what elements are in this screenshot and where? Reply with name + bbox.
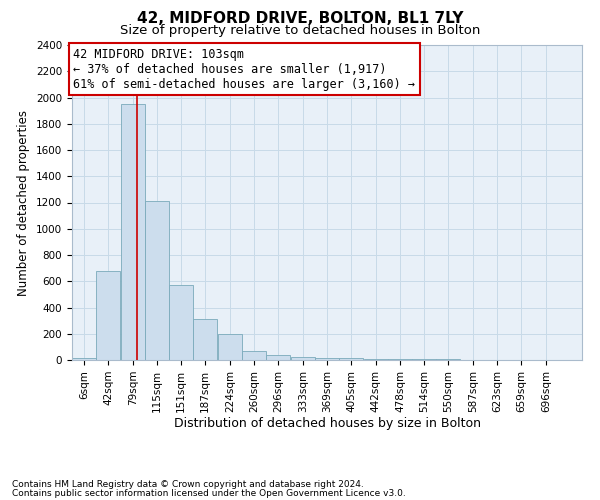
- Bar: [266, 355, 290, 360]
- Bar: [388, 359, 412, 360]
- Bar: [218, 334, 242, 360]
- Text: Size of property relative to detached houses in Bolton: Size of property relative to detached ho…: [120, 24, 480, 37]
- Bar: [315, 358, 339, 360]
- Bar: [145, 201, 169, 360]
- Bar: [364, 358, 388, 360]
- Text: Contains public sector information licensed under the Open Government Licence v3: Contains public sector information licen…: [12, 489, 406, 498]
- Bar: [96, 271, 120, 360]
- Bar: [412, 359, 436, 360]
- Bar: [339, 358, 363, 360]
- Bar: [72, 358, 96, 360]
- Text: 42 MIDFORD DRIVE: 103sqm
← 37% of detached houses are smaller (1,917)
61% of sem: 42 MIDFORD DRIVE: 103sqm ← 37% of detach…: [73, 48, 415, 90]
- Y-axis label: Number of detached properties: Number of detached properties: [17, 110, 31, 296]
- Bar: [169, 285, 193, 360]
- Bar: [291, 356, 315, 360]
- Bar: [242, 352, 266, 360]
- Bar: [121, 104, 145, 360]
- Text: Contains HM Land Registry data © Crown copyright and database right 2024.: Contains HM Land Registry data © Crown c…: [12, 480, 364, 489]
- Text: 42, MIDFORD DRIVE, BOLTON, BL1 7LY: 42, MIDFORD DRIVE, BOLTON, BL1 7LY: [137, 11, 463, 26]
- Bar: [193, 320, 217, 360]
- X-axis label: Distribution of detached houses by size in Bolton: Distribution of detached houses by size …: [173, 418, 481, 430]
